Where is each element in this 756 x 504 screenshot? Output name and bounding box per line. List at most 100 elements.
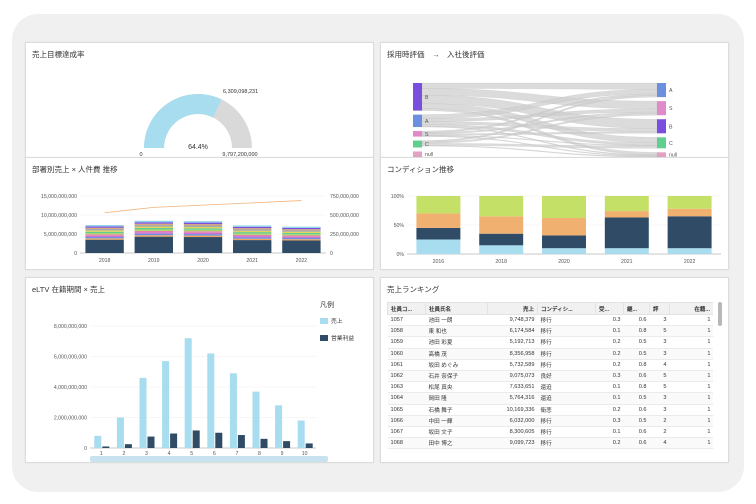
dept-bar-segment [134, 222, 173, 224]
dept-bar-segment [233, 237, 272, 239]
eltv-range-slider[interactable] [90, 456, 328, 462]
eltv-profit-bar [305, 443, 313, 448]
ranking-cell: 6,174,584 [487, 325, 538, 338]
ranking-row[interactable]: 1061 坂田 めぐみ 5,732,589 移行 0.2 0.8 4 1 [387, 359, 713, 371]
ranking-cell: 0.6 [623, 437, 650, 450]
col-header-5[interactable]: 受... [595, 302, 624, 315]
col-header-sales[interactable]: 売上 [487, 302, 538, 315]
sankey-title: 採用時評価 → 入社後評価 [387, 50, 485, 59]
sankey-left-label: null [425, 152, 433, 158]
cond-bar-segment [542, 218, 586, 236]
ranking-scrollbar[interactable] [718, 302, 722, 326]
dept-bar-segment [183, 224, 223, 226]
ranking-cell: 0.1 [595, 392, 624, 405]
eltv-x-tick: 5 [190, 451, 193, 457]
dept-bar-segment [183, 222, 223, 225]
cond-bar-segment [667, 248, 712, 254]
ranking-row[interactable]: 1062 石井 奈保子 9,075,073 良好 0.3 0.6 5 1 [387, 370, 713, 383]
col-header-code[interactable]: 社員コ... [387, 302, 426, 315]
ranking-row[interactable]: 1058 東 和也 6,174,584 移行 0.1 0.8 5 1 [387, 325, 713, 338]
ranking-cell: 8,356,958 [487, 348, 538, 360]
ranking-row[interactable]: 1067 坂田 文子 8,300,605 移行 0.1 0.6 2 1 [387, 426, 713, 439]
dept-chart: 0 5,000,000,000 10,000,000,000 15,000,000,0… [41, 194, 359, 264]
ranking-row[interactable]: 1060 高橋 茂 8,356,958 移行 0.2 0.5 3 1 [387, 348, 713, 360]
gauge-max-label: 9,797,200,000 [222, 152, 257, 158]
ranking-cell: 0.2 [595, 348, 624, 360]
dept-bar-segment [233, 233, 272, 235]
ranking-cell: 0.3 [595, 370, 624, 383]
eltv-x-tick: 9 [281, 451, 284, 457]
ranking-cell: 移行 [537, 426, 596, 439]
gauge-percent: 64.4% [188, 144, 208, 151]
sankey-left-node [413, 114, 422, 128]
dept-bar-segment [183, 232, 223, 235]
col-header-6[interactable]: 継... [623, 302, 650, 315]
ranking-cell: 0.6 [623, 370, 650, 383]
ranking-cell: 1 [669, 314, 713, 327]
eltv-x-tick: 3 [145, 451, 148, 457]
ranking-cell: 3 [649, 404, 670, 416]
sankey-left-node [413, 140, 422, 148]
sankey-right-node [657, 152, 666, 157]
col-header-8[interactable]: 在籍... [669, 302, 713, 315]
dept-bar-segment [233, 234, 272, 237]
eltv-sales-bar [94, 435, 102, 448]
sankey-right-label: A [669, 88, 673, 94]
sankey-right-node [657, 119, 666, 134]
dept-bar-segment [183, 229, 223, 232]
ranking-cell: 1 [669, 404, 713, 416]
eltv-profit-bar [260, 438, 268, 448]
dept-bar-segment [282, 230, 321, 232]
cond-bar-segment [604, 217, 649, 249]
ranking-cell: 1 [669, 325, 713, 338]
ranking-cell: 5 [649, 381, 670, 394]
cond-bar-segment [416, 227, 461, 240]
cond-bar-segment [416, 196, 461, 214]
ranking-table-wrap[interactable]: 社員コ... 社員氏名 売上 コンディシ... 受... 継... 評 在籍..… [387, 302, 713, 462]
dept-bar-segment [183, 234, 223, 236]
dept-bar-segment [282, 226, 321, 228]
legend-item-sales[interactable]: 売上 [320, 316, 370, 325]
dept-bar-segment [85, 233, 124, 235]
dept-bar-segment [85, 231, 124, 234]
ranking-cell: 1065 [387, 404, 426, 416]
cond-y-tick: 50% [394, 223, 405, 229]
ranking-row[interactable]: 1063 松尾 真央 7,633,651 還迫 0.1 0.8 5 1 [387, 381, 713, 394]
ranking-cell: 5 [649, 370, 670, 383]
ranking-cell: 6,032,000 [487, 415, 538, 427]
ranking-row[interactable]: 1057 池田 一朗 9,748,379 移行 0.3 0.6 3 1 [387, 314, 713, 327]
ranking-row[interactable]: 1066 中田 一輝 6,032,000 移行 0.3 0.5 2 1 [387, 415, 713, 427]
ranking-row[interactable]: 1059 池田 彩夏 5,192,713 移行 0.2 0.5 3 1 [387, 336, 713, 349]
col-header-name[interactable]: 社員氏名 [425, 302, 488, 315]
dept-bar-segment [134, 230, 173, 233]
eltv-y-tick: 4,000,000,000 [54, 385, 87, 391]
col-header-condition[interactable]: コンディシ... [537, 302, 596, 315]
ranking-cell: 0.6 [623, 404, 650, 416]
ranking-row[interactable]: 1065 石橋 舞子 10,169,336 衛悲 0.2 0.6 3 1 [387, 404, 713, 416]
ranking-row[interactable]: 1064 岡田 隆 5,764,316 還迫 0.1 0.5 3 1 [387, 392, 713, 405]
ranking-cell: 1 [669, 437, 713, 450]
ranking-cell: 1059 [387, 336, 426, 349]
dept-bar-segment [183, 237, 223, 253]
cond-bar-segment [479, 233, 524, 246]
ranking-cell: 移行 [537, 415, 596, 427]
gauge-min-label: 0 [139, 152, 142, 158]
dept-y-left-tick: 0 [74, 251, 77, 257]
ranking-cell: 移行 [537, 325, 596, 338]
sankey-right-label: null [669, 153, 677, 159]
eltv-chart: 0 2,000,000,000 4,000,000,000 6,000,000,000… [54, 324, 316, 457]
ranking-cell: 1 [669, 426, 713, 439]
legend-item-profit[interactable]: 営業利益 [320, 333, 370, 342]
ranking-row[interactable]: 1068 田中 博之 9,099,723 移行 0.2 0.6 4 1 [387, 437, 713, 450]
ranking-header-row: 社員コ... 社員氏名 売上 コンディシ... 受... 継... 評 在籍..… [387, 302, 713, 315]
dept-bar-segment [282, 240, 321, 253]
ranking-cell: 松尾 真央 [425, 381, 488, 394]
cond-bar-segment [479, 216, 524, 234]
sankey-right-label: B [669, 124, 673, 130]
eltv-title: eLTV 在籍期間 × 売上 [32, 285, 106, 294]
cond-bar-segment [479, 245, 524, 254]
ranking-cell: 3 [649, 348, 670, 360]
dept-bar-segment [134, 232, 173, 234]
ranking-cell: 8,300,605 [487, 426, 538, 439]
col-header-7[interactable]: 評 [649, 302, 670, 315]
